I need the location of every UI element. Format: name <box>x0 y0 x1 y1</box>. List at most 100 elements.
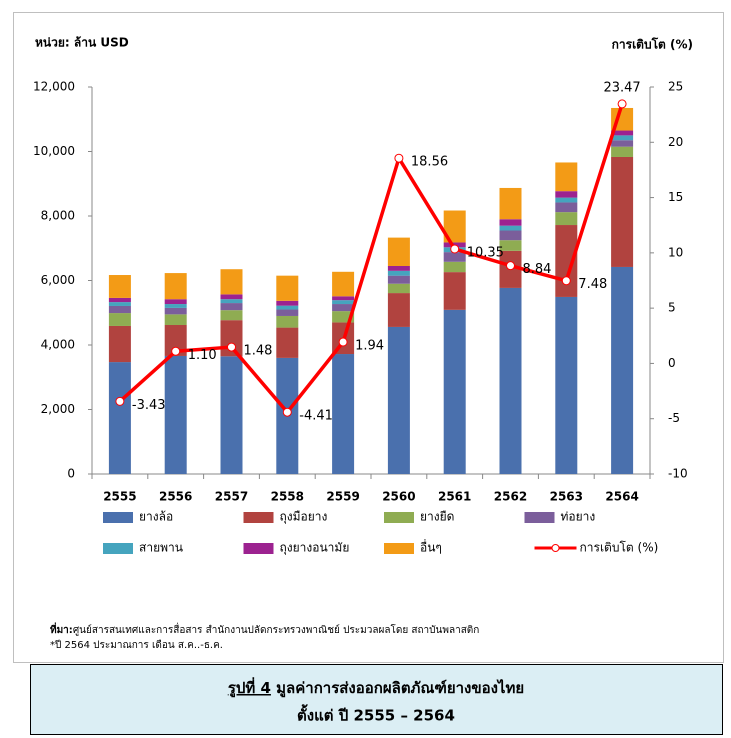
bar-segment <box>164 355 187 474</box>
y2-tick-label: -10 <box>668 467 688 481</box>
legend-swatch <box>243 512 274 523</box>
source-label: ที่มา: <box>50 622 73 636</box>
source: ที่มา:ศูนย์สารสนเทศและการสื่อสาร สำนักงา… <box>50 622 479 636</box>
y-tick-label: 8,000 <box>41 209 75 223</box>
x-tick-label: 2559 <box>326 490 359 504</box>
bar-segment <box>499 230 522 241</box>
bar-segment <box>164 299 187 305</box>
bar-segment <box>611 130 634 136</box>
legend-label: ยางยืด <box>420 510 454 524</box>
bar-segment <box>555 197 578 203</box>
bar-segment <box>164 273 187 300</box>
source-text: ศูนย์สารสนเทศและการสื่อสาร สำนักงานปลัดก… <box>73 622 480 636</box>
growth-point <box>115 396 125 406</box>
bar-segment <box>276 275 299 301</box>
bar-segment <box>555 191 578 198</box>
data-label: 1.94 <box>355 338 384 353</box>
growth-point <box>450 244 460 254</box>
caption-subtitle: ตั้งแต่ ปี 2555 – 2564 <box>297 704 455 725</box>
y-tick-label: 6,000 <box>41 273 75 287</box>
bar-segment <box>164 314 187 326</box>
bar-segment <box>611 156 634 267</box>
bar-segment <box>276 300 299 306</box>
growth-point <box>282 407 292 417</box>
bar-segment <box>387 270 410 276</box>
bar-segment <box>108 297 131 303</box>
growth-point <box>338 337 348 347</box>
y2-axis-label: การเติบโต (%) <box>612 37 693 52</box>
bar-segment <box>443 309 466 474</box>
bar-segment <box>164 304 187 308</box>
bar-segment <box>611 135 634 141</box>
y2-tick-label: 10 <box>668 245 683 259</box>
bar-segment <box>332 271 355 297</box>
y-tick-label: 2,000 <box>41 402 75 416</box>
bar-segment <box>164 307 187 315</box>
y-axis-label: หน่วย: ล้าน USD <box>35 36 129 50</box>
y2-tick-label: 5 <box>668 301 676 315</box>
bar-segment <box>555 162 578 192</box>
y2-tick-label: 15 <box>668 190 683 204</box>
growth-line <box>118 103 624 414</box>
bar-segment <box>443 261 466 273</box>
legend-label: ท่อยาง <box>561 510 596 524</box>
data-label: -3.43 <box>132 398 166 413</box>
bar-segment <box>387 275 410 284</box>
bar-segment <box>387 326 410 474</box>
data-label: 10.35 <box>467 245 504 260</box>
bar-segment <box>332 296 355 301</box>
bar-segment <box>387 265 410 271</box>
legend-label: สายพาน <box>139 541 183 555</box>
bar-segment <box>220 356 243 474</box>
data-label: 8.84 <box>523 262 552 277</box>
legend-marker <box>551 544 560 552</box>
legend-swatch <box>384 543 414 554</box>
bar-segment <box>220 299 243 304</box>
x-tick-label: 2556 <box>159 490 192 504</box>
bar-segment <box>108 362 131 474</box>
note: *ปี 2564 ประมาณการ เดือน ส.ค..-ธ.ค. <box>50 639 223 651</box>
bar-segment <box>555 212 578 226</box>
bar-segment <box>499 225 522 231</box>
bar-segment <box>108 325 131 363</box>
bar-segment <box>555 296 578 474</box>
bar-segment <box>220 269 243 295</box>
data-label: 1.48 <box>244 344 273 359</box>
chart-frame <box>13 12 724 663</box>
bar-segment <box>108 275 131 298</box>
y-tick-label: 4,000 <box>41 338 75 352</box>
caption-figure: รูปที่ 4 <box>228 677 271 698</box>
growth-point <box>227 342 236 352</box>
growth-point <box>561 276 571 286</box>
y-tick-label: 12,000 <box>33 80 75 94</box>
bar-segment <box>276 309 299 316</box>
bar-segment <box>220 310 243 321</box>
bar-segment <box>387 293 410 327</box>
bar-segment <box>108 302 131 306</box>
bar-segment <box>499 240 522 251</box>
bar-segment <box>332 311 355 323</box>
bar-segment <box>499 287 522 474</box>
y-tick-label: 10,000 <box>33 144 75 158</box>
x-tick-label: 2560 <box>382 490 415 504</box>
bar-segment <box>276 327 299 358</box>
data-label: 1.10 <box>188 348 217 363</box>
growth-point <box>394 153 404 163</box>
bar-segment <box>276 305 299 310</box>
x-tick-label: 2558 <box>271 490 304 504</box>
x-tick-label: 2563 <box>550 490 583 504</box>
bar-segment <box>332 304 355 312</box>
y2-tick-label: 25 <box>668 80 683 94</box>
bar-segment <box>108 305 131 314</box>
bar-segment <box>443 272 466 310</box>
x-tick-label: 2561 <box>438 490 471 504</box>
bar-segment <box>276 315 299 328</box>
x-tick-label: 2562 <box>494 490 527 504</box>
x-tick-label: 2557 <box>215 490 248 504</box>
legend-swatch <box>384 512 414 523</box>
legend-label: ยางล้อ <box>139 510 173 524</box>
legend-swatch <box>103 543 133 554</box>
caption-title: มูลค่าการส่งออกผลิตภัณฑ์ยางของไทย <box>271 678 524 698</box>
legend-label: การเติบโต (%) <box>580 541 659 555</box>
